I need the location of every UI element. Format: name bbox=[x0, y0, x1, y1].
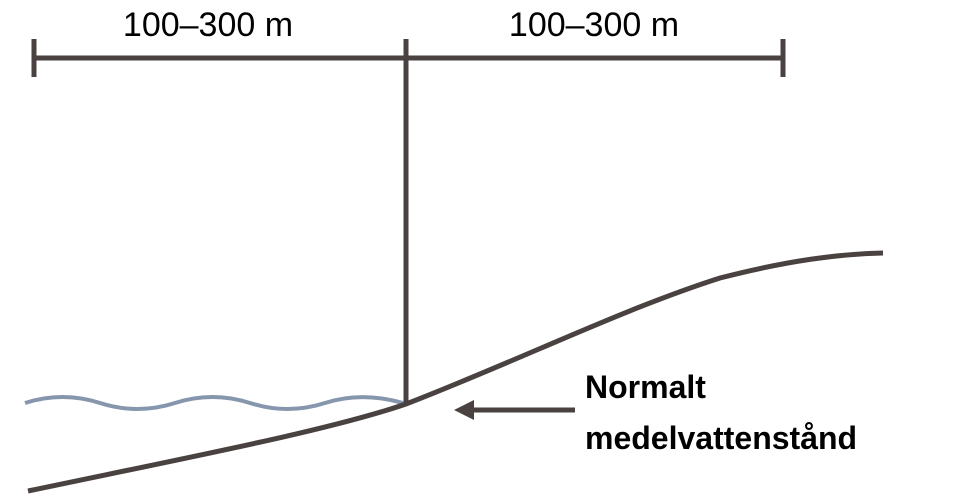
water-surface-wave bbox=[24, 395, 404, 411]
arrowhead-left-icon bbox=[454, 400, 474, 420]
ground-profile-curve bbox=[27, 250, 884, 494]
callout-arrow bbox=[454, 400, 575, 420]
left-span-label: 100–300 m bbox=[123, 6, 293, 44]
callout-label-line2: medelvattenstånd bbox=[585, 420, 857, 456]
callout-label-line1: Normalt bbox=[585, 369, 706, 405]
right-span-label: 100–300 m bbox=[509, 6, 679, 44]
